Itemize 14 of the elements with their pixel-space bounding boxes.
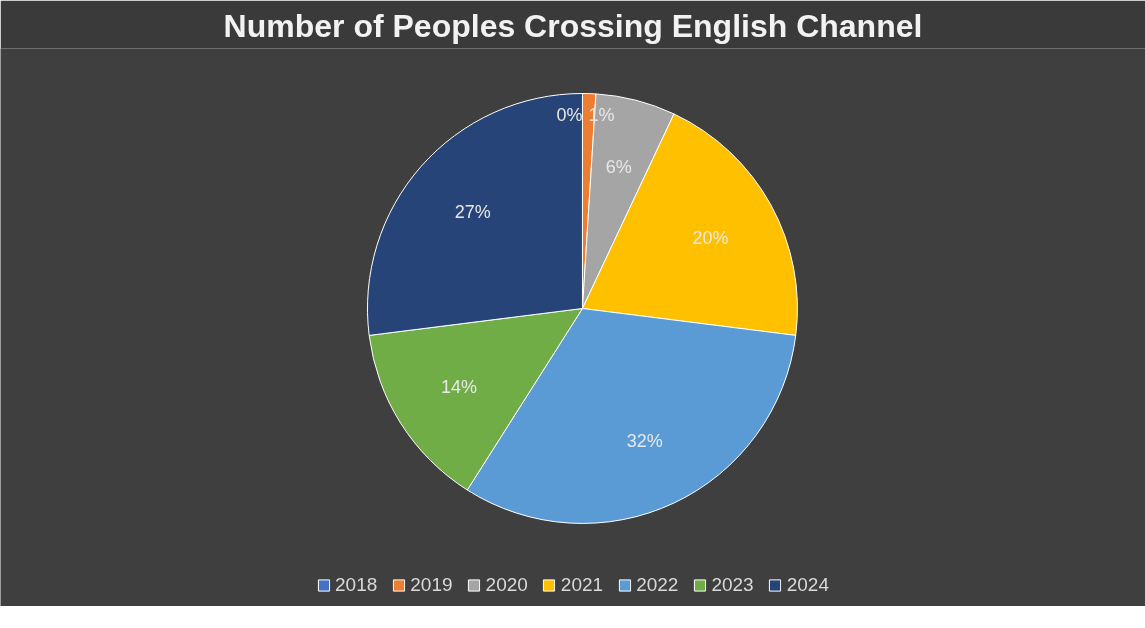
legend-label: 2024 <box>786 574 829 596</box>
legend-label: 2023 <box>711 574 754 596</box>
data-label: 20% <box>692 228 729 249</box>
data-label: 6% <box>605 156 632 177</box>
data-label: 32% <box>626 430 663 451</box>
legend-label: 2020 <box>485 574 528 596</box>
legend-label: 2018 <box>335 574 378 596</box>
data-label: 27% <box>454 201 491 222</box>
chart-title: Number of Peoples Crossing English Channel <box>223 7 923 44</box>
legend-label: 2021 <box>560 574 604 596</box>
legend-label: 2019 <box>410 574 453 596</box>
text: 0% <box>556 104 583 125</box>
data-label: 14% <box>441 376 478 397</box>
legend-label: 2022 <box>636 574 679 596</box>
